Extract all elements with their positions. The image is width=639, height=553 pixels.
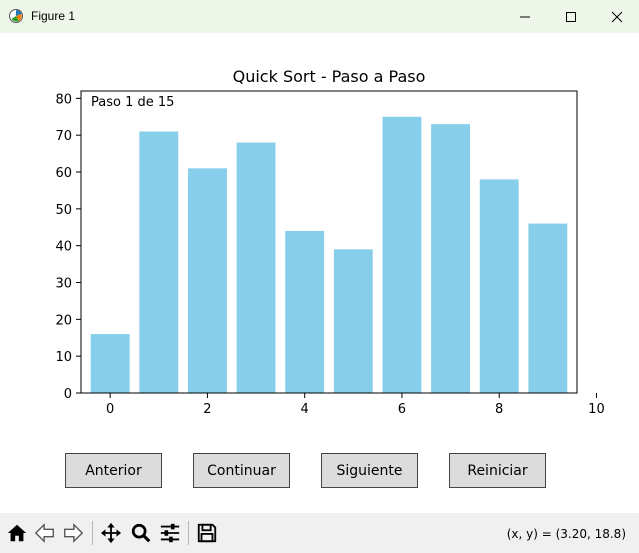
minimize-icon [520, 16, 530, 17]
y-tick-label: 0 [64, 387, 72, 402]
navigation-toolbar: (x, y) = (3.20, 18.8) [0, 513, 639, 553]
chart-title: Quick Sort - Paso a Paso [233, 67, 426, 86]
x-tick-label: 0 [106, 402, 114, 417]
bar [285, 230, 325, 393]
back-icon [34, 523, 54, 543]
siguiente-button[interactable]: Siguiente [321, 453, 418, 488]
pan-button[interactable] [99, 521, 123, 545]
bar [90, 334, 130, 393]
x-tick-label: 6 [398, 402, 406, 417]
y-tick-label: 20 [55, 313, 72, 328]
minimize-button[interactable] [502, 0, 548, 33]
window-titlebar: Figure 1 [0, 0, 639, 33]
bar [431, 124, 471, 394]
forward-icon [64, 523, 84, 543]
toolbar-separator [188, 521, 189, 545]
save-icon [197, 523, 217, 543]
maximize-button[interactable] [548, 0, 594, 33]
bar-chart: Quick Sort - Paso a Paso 0 2 4 6 8 10 0 10 20 30… [55, 67, 605, 417]
y-tick-label: 40 [55, 240, 72, 255]
bar [528, 223, 568, 393]
configure-subplots-button[interactable] [158, 521, 182, 545]
close-button[interactable] [594, 0, 639, 33]
bar [333, 249, 373, 393]
anterior-button[interactable]: Anterior [65, 453, 162, 488]
axes-frame [80, 90, 578, 394]
forward-button[interactable] [61, 521, 85, 545]
x-tick-label: 10 [588, 402, 605, 417]
window-title: Figure 1 [31, 9, 76, 23]
y-tick-label: 80 [55, 92, 72, 107]
continuar-button[interactable]: Continuar [193, 453, 290, 488]
matplotlib-app-icon [8, 8, 24, 24]
save-button[interactable] [195, 521, 219, 545]
zoom-icon [131, 523, 151, 543]
maximize-icon [566, 11, 576, 22]
bar [187, 168, 227, 393]
bar [479, 179, 519, 393]
y-tick-label: 10 [55, 350, 72, 365]
x-tick-label: 4 [301, 402, 309, 417]
configure-subplots-icon [160, 523, 180, 543]
back-button[interactable] [33, 521, 57, 545]
home-icon [7, 524, 27, 542]
close-icon [611, 11, 623, 22]
x-tick-label: 8 [495, 402, 503, 417]
zoom-button[interactable] [129, 521, 153, 545]
cursor-coordinates: (x, y) = (3.20, 18.8) [506, 527, 626, 541]
toolbar-separator [92, 521, 93, 545]
bar [236, 142, 276, 393]
reiniciar-button[interactable]: Reiniciar [449, 453, 546, 488]
y-tick-label: 60 [55, 166, 72, 181]
y-tick-label: 30 [55, 277, 72, 292]
x-tick-label: 2 [203, 402, 211, 417]
y-tick-label: 50 [55, 203, 72, 218]
home-button[interactable] [5, 521, 29, 545]
bar [139, 131, 179, 393]
pan-icon [100, 522, 122, 544]
y-tick-label: 70 [55, 129, 72, 144]
bar [382, 116, 422, 393]
step-annotation: Paso 1 de 15 [91, 95, 174, 110]
